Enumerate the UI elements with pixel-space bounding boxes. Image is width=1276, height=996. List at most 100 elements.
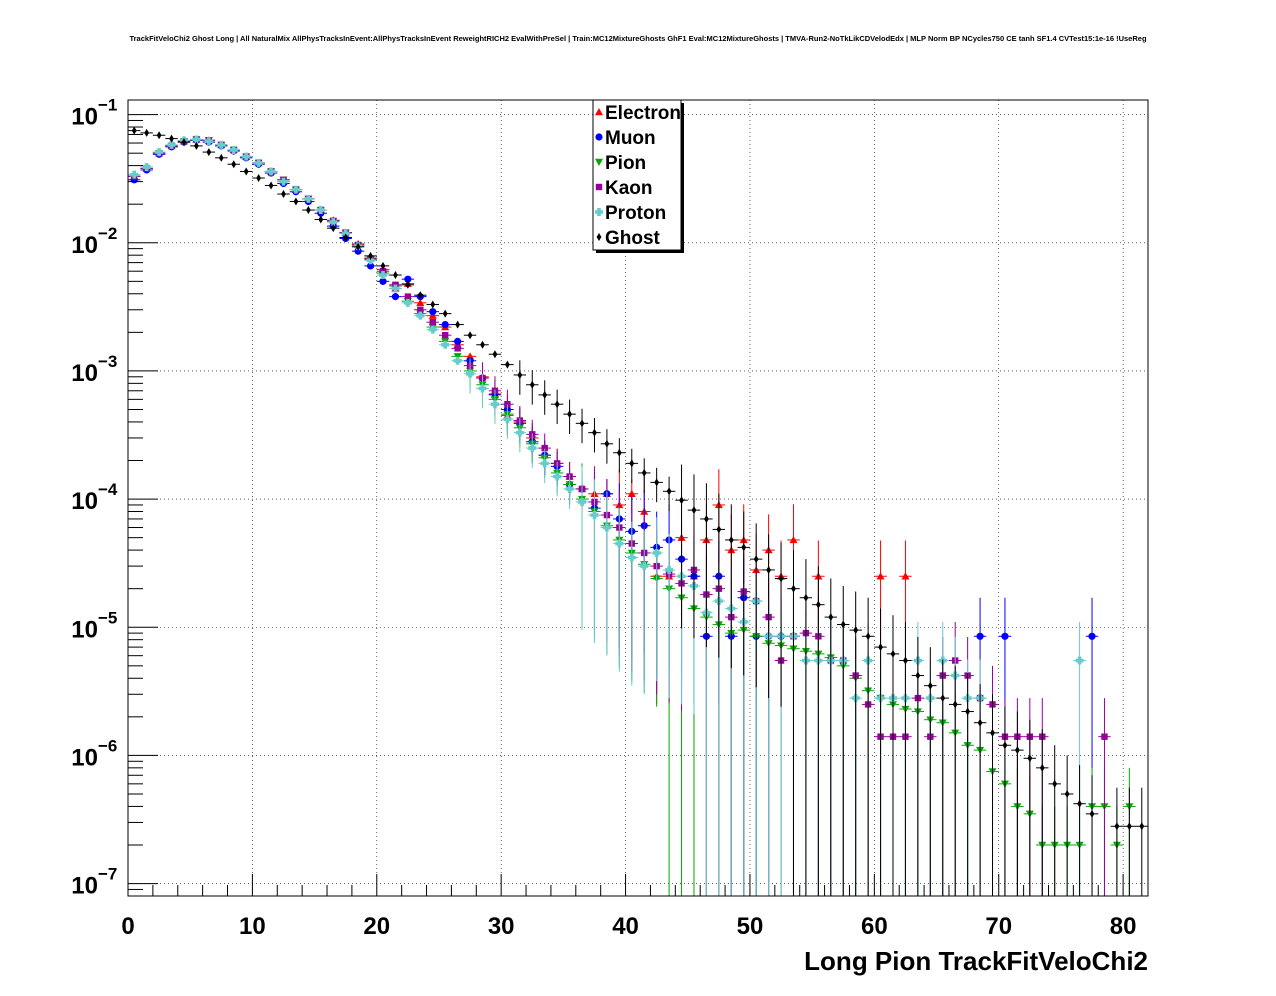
- data-point: [492, 350, 498, 359]
- data-point: [529, 380, 535, 389]
- data-point: [1139, 822, 1145, 831]
- data-point: [454, 345, 461, 352]
- x-tick-label: 50: [737, 913, 764, 940]
- data-point: [455, 320, 461, 329]
- y-tick-label: 10: [71, 232, 98, 259]
- chart-title: TrackFitVeloChi2 Ghost Long | All Natura…: [129, 34, 1147, 43]
- x-tick-label: 40: [612, 913, 639, 940]
- data-point: [466, 369, 475, 378]
- data-point: [1077, 799, 1082, 808]
- data-point: [428, 325, 437, 334]
- x-tick-label: 10: [239, 913, 266, 940]
- data-point: [204, 137, 213, 146]
- legend-marker-pion: [595, 158, 603, 166]
- data-point: [229, 145, 238, 154]
- legend-marker-proton: [595, 208, 603, 216]
- y-tick-label: 10: [71, 873, 98, 900]
- x-tick-label: 20: [363, 913, 390, 940]
- data-point: [878, 643, 883, 652]
- data-point: [1002, 741, 1008, 750]
- data-point: [540, 459, 549, 468]
- x-tick-label: 0: [121, 913, 134, 940]
- y-tick-label: 10: [71, 744, 98, 771]
- data-point: [504, 401, 511, 408]
- data-point: [480, 340, 485, 349]
- data-point: [940, 694, 946, 703]
- legend-marker-muon: [595, 133, 603, 141]
- data-point: [379, 271, 388, 280]
- data-point: [517, 370, 523, 379]
- data-point: [704, 514, 709, 523]
- data-point: [254, 158, 263, 167]
- data-point: [901, 572, 910, 580]
- x-tick-label: 30: [488, 913, 515, 940]
- data-point: [965, 707, 971, 716]
- data-point: [741, 543, 747, 552]
- y-tick-exponent: −4: [98, 480, 118, 499]
- data-point: [1089, 809, 1095, 818]
- data-point: [616, 448, 622, 457]
- data-point: [368, 251, 373, 260]
- data-point: [441, 332, 449, 339]
- data-point: [803, 593, 809, 602]
- data-point: [144, 128, 150, 137]
- data-point: [231, 160, 237, 169]
- data-point: [467, 331, 473, 340]
- data-point: [218, 153, 224, 162]
- data-point: [142, 163, 151, 172]
- data-point: [728, 535, 734, 544]
- data-point: [441, 320, 449, 329]
- data-point: [789, 535, 798, 544]
- y-tick-exponent: −2: [98, 224, 117, 243]
- data-point: [343, 233, 349, 242]
- legend-label-kaon: Kaon: [605, 178, 653, 199]
- data-point: [453, 356, 462, 365]
- x-tick-label: 80: [1110, 913, 1137, 940]
- data-point: [192, 135, 201, 144]
- data-point: [304, 194, 313, 203]
- data-point: [318, 215, 324, 224]
- y-tick-label: 10: [71, 104, 98, 131]
- data-point: [1088, 632, 1096, 640]
- data-point: [293, 197, 299, 206]
- data-point: [1114, 822, 1120, 831]
- data-point: [565, 484, 574, 493]
- data-point: [952, 700, 958, 709]
- data-point: [579, 419, 585, 428]
- legend-marker-ghost: [596, 233, 602, 241]
- data-point: [403, 298, 412, 307]
- data-point: [366, 256, 375, 265]
- data-point: [441, 340, 450, 349]
- data-point: [1027, 754, 1033, 763]
- data-point: [291, 185, 300, 194]
- data-point: [1064, 789, 1070, 798]
- data-point: [541, 444, 548, 452]
- data-point: [130, 170, 139, 179]
- y-tick-exponent: −3: [98, 352, 117, 371]
- data-point: [1039, 763, 1045, 772]
- x-tick-label: 60: [861, 913, 888, 940]
- data-point: [554, 400, 560, 409]
- legend-label-ghost: Ghost: [605, 228, 661, 249]
- data-point: [679, 496, 684, 505]
- data-point: [666, 487, 672, 496]
- data-point: [1075, 656, 1084, 665]
- data-point: [391, 293, 400, 301]
- data-point: [404, 275, 412, 283]
- data-point: [454, 337, 462, 345]
- data-point: [391, 284, 400, 293]
- y-tick-exponent: −5: [98, 608, 117, 627]
- data-point: [604, 439, 610, 448]
- y-tick-exponent: −7: [98, 865, 117, 884]
- data-point: [490, 400, 499, 409]
- data-point: [417, 291, 423, 300]
- data-point: [256, 174, 262, 183]
- data-point: [890, 649, 896, 658]
- data-point: [267, 167, 276, 176]
- data-point: [640, 562, 649, 571]
- data-point: [355, 242, 361, 251]
- data-point: [915, 671, 921, 680]
- data-point: [404, 293, 412, 300]
- data-point: [665, 565, 674, 574]
